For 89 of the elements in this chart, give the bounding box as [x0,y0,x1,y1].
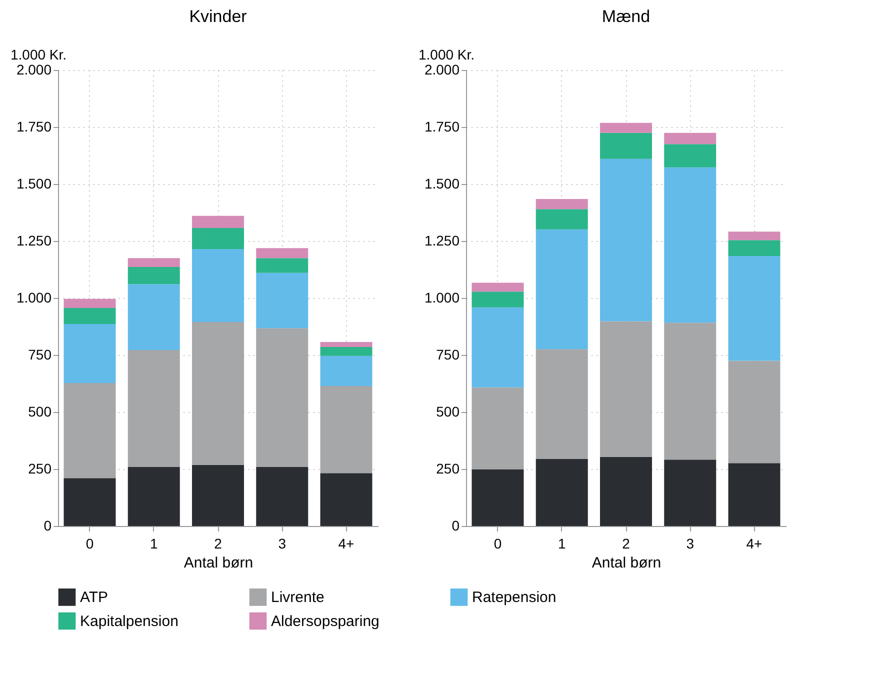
bar [192,248,244,322]
bar [256,248,308,258]
bar [256,328,308,467]
x-tick-label: 0 [86,536,94,552]
bar [600,158,652,322]
bar [664,167,716,323]
y-tick-label: 1.750 [424,118,460,134]
chart-title: Kvinder [189,7,248,26]
bar [536,209,588,230]
chart-title: Mænd [602,7,650,26]
bar [128,466,180,526]
bar [192,216,244,228]
bar [256,466,308,526]
bar [664,132,716,144]
y-tick-label: 1.250 [16,232,52,248]
y-tick-label: 1.000 [424,290,460,306]
x-tick-label: 3 [686,536,694,552]
bar [600,122,652,133]
bar [472,387,524,470]
bar [64,478,116,526]
bar [664,322,716,460]
bar [472,282,524,292]
bar [256,272,308,328]
bar [256,258,308,273]
x-tick-label: 0 [494,536,502,552]
bar [128,284,180,350]
bar [536,229,588,350]
y-tick-label: 750 [28,346,52,362]
bar [128,266,180,284]
bar [472,307,524,388]
bar [320,473,372,526]
bar [320,347,372,356]
bar [192,464,244,526]
bar [728,360,780,464]
legend-label: Livrente [271,589,324,606]
bar [600,456,652,526]
x-tick-label: 2 [214,536,222,552]
legend-label: Kapitalpension [80,613,178,630]
y-tick-label: 1.250 [424,232,460,248]
bar [64,298,116,308]
y-tick-label: 2.000 [16,62,52,78]
bar [320,386,372,474]
bar [320,356,372,386]
bar [664,460,716,526]
bar [536,349,588,459]
bar [320,342,372,348]
bar [128,350,180,467]
legend-label: Ratepension [472,589,556,606]
x-tick-label: 4+ [746,536,762,552]
bar [728,463,780,526]
x-tick-label: 1 [558,536,566,552]
bar [536,458,588,526]
x-tick-label: 4+ [338,536,354,552]
bar [600,321,652,457]
bar [472,469,524,526]
x-tick-label: 3 [278,536,286,552]
y-tick-label: 1.000 [16,290,52,306]
y-tick-label: 1.500 [424,176,460,192]
y-tick-label: 500 [436,404,460,420]
x-tick-label: 1 [150,536,158,552]
x-axis-title: Antal børn [592,554,662,572]
y-tick-label: 750 [436,346,460,362]
y-tick-label: 250 [28,460,52,476]
bar [192,322,244,465]
y-axis-title: 1.000 Kr. [10,46,67,62]
bar [64,324,116,384]
y-tick-label: 0 [452,518,460,534]
legend-label: Aldersopsparing [271,613,380,630]
y-tick-label: 500 [28,404,52,420]
x-tick-label: 2 [622,536,630,552]
bar [536,199,588,210]
y-axis-title: 1.000 Kr. [418,46,475,62]
bar [664,144,716,168]
y-tick-label: 1.750 [16,118,52,134]
bar [192,228,244,249]
y-tick-label: 0 [44,518,52,534]
bar [600,132,652,159]
bar [128,258,180,267]
bar [64,308,116,324]
legend-label: ATP [80,589,108,606]
bar [728,256,780,361]
x-axis-title: Antal børn [184,554,254,572]
bar [728,240,780,256]
bar [472,292,524,308]
y-tick-label: 2.000 [424,62,460,78]
bar [728,232,780,240]
y-tick-label: 250 [436,460,460,476]
y-tick-label: 1.500 [16,176,52,192]
bar [64,383,116,478]
